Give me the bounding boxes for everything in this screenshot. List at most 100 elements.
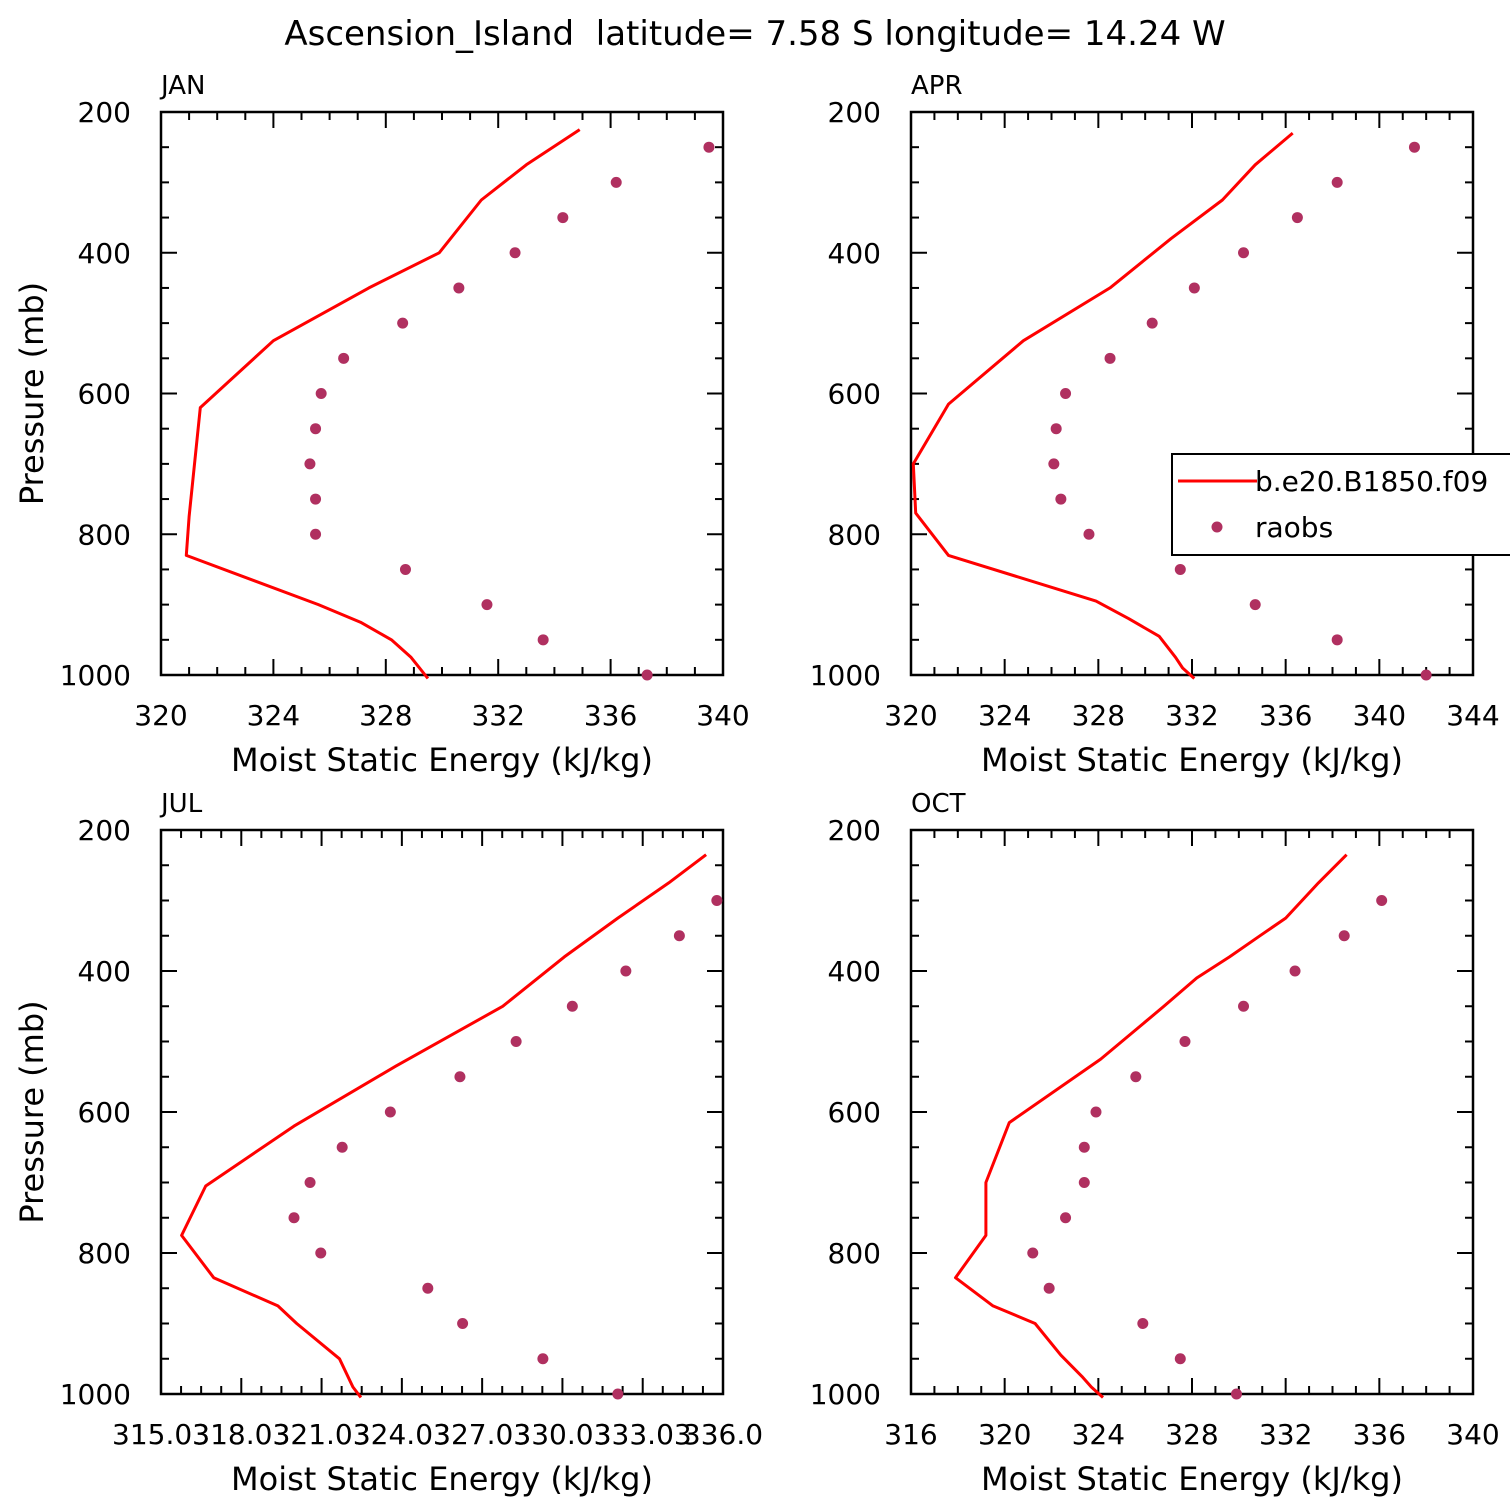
panel-title: OCT	[911, 789, 966, 819]
x-tick-label: 324	[1072, 1418, 1125, 1451]
raobs-point	[1048, 458, 1060, 470]
x-axis-label: Moist Static Energy (kJ/kg)	[231, 1460, 653, 1498]
raobs-point	[1104, 352, 1116, 364]
raobs-point	[1420, 669, 1432, 681]
raobs-point	[557, 212, 569, 224]
y-axis-label: Pressure (mb)	[13, 282, 51, 505]
raobs-point	[1238, 247, 1250, 259]
raobs-point	[1230, 1388, 1242, 1400]
raobs-point	[1174, 1353, 1186, 1365]
raobs-point	[1060, 1212, 1072, 1224]
raobs-point	[310, 528, 322, 540]
panels: JAN 320 324 328 332 336 340 200 400 600 800 1000 Moi…	[13, 71, 1510, 1498]
raobs-point	[1291, 212, 1303, 224]
raobs-point	[537, 634, 549, 646]
raobs-point	[315, 388, 327, 399]
legend-model-label: b.e20.B1850.f09	[1255, 465, 1488, 498]
chart-panel-jan: JAN 320 324 328 332 336 340 200 400 600 800 1000 Moi…	[13, 71, 750, 779]
x-axis-label: Moist Static Energy (kJ/kg)	[231, 741, 653, 779]
raobs-point	[399, 563, 411, 575]
y-tick-label: 400	[78, 237, 131, 270]
y-tick-label: 800	[78, 1237, 131, 1270]
raobs-point	[1055, 493, 1067, 505]
x-tick-label: 332	[1165, 699, 1218, 732]
raobs-point	[1238, 1000, 1250, 1012]
raobs-point	[1408, 141, 1420, 153]
raobs-point	[338, 352, 350, 364]
y-tick-label: 1000	[810, 1378, 881, 1411]
raobs-point	[610, 176, 622, 188]
raobs-point	[1174, 563, 1186, 575]
legend: b.e20.B1850.f09 raobs	[1171, 453, 1510, 556]
legend-marker-swatch	[1211, 521, 1223, 533]
raobs-point	[288, 1212, 300, 1224]
x-tick-label: 315.03	[112, 1418, 210, 1451]
legend-obs-label: raobs	[1255, 511, 1333, 544]
x-tick-label: 328	[1165, 1418, 1218, 1451]
plot-frame	[159, 828, 725, 1396]
plot-frame	[159, 110, 725, 677]
y-tick-label: 1000	[60, 1378, 131, 1411]
raobs-point	[481, 599, 493, 611]
raobs-point	[1179, 1036, 1191, 1047]
x-tick-label: 340	[696, 699, 749, 732]
raobs-point	[384, 1106, 396, 1118]
raobs-point	[703, 141, 715, 153]
raobs-point	[1078, 1141, 1090, 1153]
raobs-point	[1060, 388, 1072, 399]
raobs-point	[310, 423, 322, 435]
raobs-point	[422, 1282, 434, 1294]
plot-frame	[909, 110, 1475, 677]
chart-panel-jul: JUL315.03318.03321.03324.03327.03330.033…	[13, 789, 763, 1498]
y-tick-label: 1000	[60, 659, 131, 692]
chart-panel-apr: APR 320 324 328 332 336 340 344 200 400 600 800 1000…	[810, 71, 1510, 779]
x-tick-label: 327.03	[433, 1418, 531, 1451]
raobs-point	[641, 669, 653, 681]
x-tick-label: 332	[471, 699, 524, 732]
raobs-point	[509, 247, 521, 259]
y-tick-label: 200	[78, 814, 131, 847]
raobs-point	[304, 458, 316, 470]
x-tick-label: 324	[247, 699, 300, 732]
raobs-point	[310, 493, 322, 505]
panel-title: JAN	[159, 71, 205, 101]
model-line	[180, 853, 708, 1399]
y-tick-label: 400	[828, 237, 881, 270]
x-tick-label: 320	[978, 1418, 1031, 1451]
y-tick-label: 1000	[810, 659, 881, 692]
y-tick-label: 400	[78, 955, 131, 988]
raobs-point	[453, 282, 465, 294]
x-axis-label: Moist Static Energy (kJ/kg)	[981, 1460, 1403, 1498]
x-tick-label: 324.03	[353, 1418, 451, 1451]
raobs-point	[1027, 1247, 1039, 1259]
x-tick-label: 344	[1446, 699, 1499, 732]
raobs-point	[510, 1036, 522, 1047]
raobs-point	[711, 895, 723, 906]
model-line	[911, 131, 1294, 680]
x-tick-label: 333.03	[594, 1418, 692, 1451]
y-tick-label: 800	[78, 518, 131, 551]
raobs-point	[566, 1000, 578, 1012]
y-tick-label: 200	[828, 96, 881, 129]
x-tick-label: 316	[884, 1418, 937, 1451]
raobs-point	[620, 965, 632, 977]
legend-box	[1171, 453, 1510, 556]
raobs-point	[457, 1318, 469, 1329]
x-tick-label: 330.03	[513, 1418, 611, 1451]
plot-frame	[909, 828, 1475, 1396]
y-tick-label: 200	[78, 96, 131, 129]
chart-panel-oct: OCT 316 320 324 328 332 336 340 200 400 600 800 1000…	[810, 789, 1500, 1498]
x-tick-label: 328	[1072, 699, 1125, 732]
x-axis-label: Moist Static Energy (kJ/kg)	[981, 741, 1403, 779]
y-tick-label: 600	[828, 1096, 881, 1129]
y-tick-label: 800	[828, 518, 881, 551]
panel-title: APR	[911, 71, 963, 101]
raobs-point	[1043, 1282, 1055, 1294]
y-tick-label: 800	[828, 1237, 881, 1270]
raobs-point	[336, 1141, 348, 1153]
x-tick-label: 336	[1259, 699, 1312, 732]
y-tick-label: 600	[78, 378, 131, 411]
x-tick-label: 320	[884, 699, 937, 732]
x-tick-label: 332	[1259, 1418, 1312, 1451]
